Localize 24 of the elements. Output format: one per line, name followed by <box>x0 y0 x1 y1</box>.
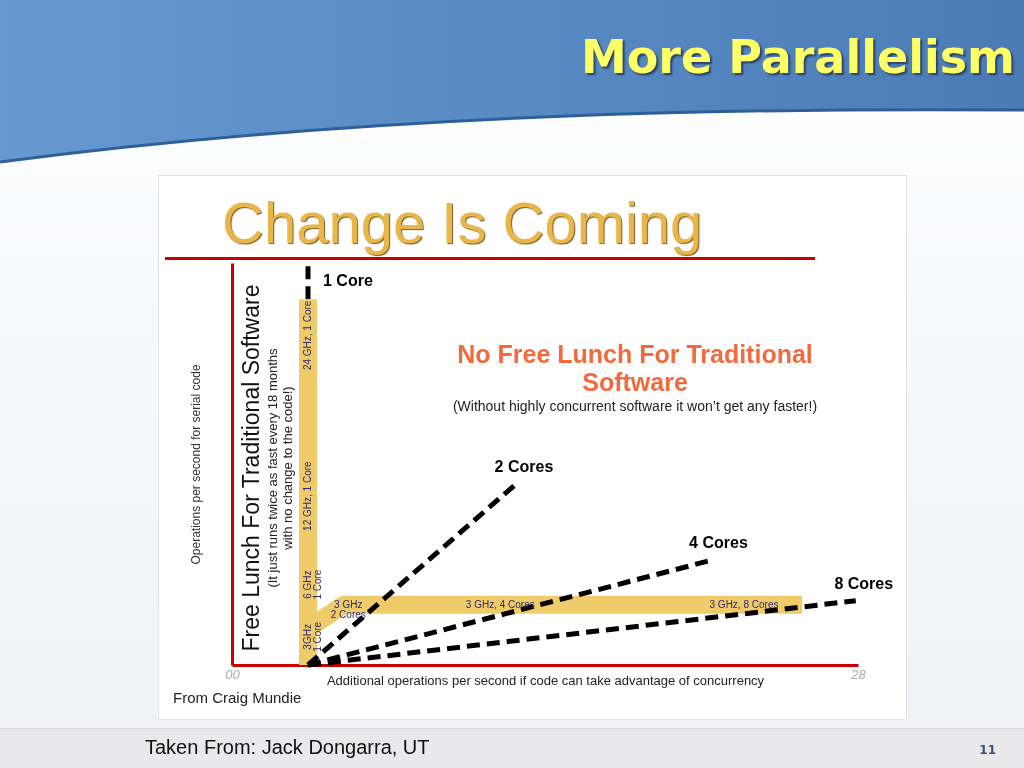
annotation: No Free Lunch For Traditional Software <box>456 340 814 396</box>
annotation: 3 GHz, 4 Cores <box>465 598 535 610</box>
text: Taken From: Jack Dongarra, UT <box>145 736 430 759</box>
annotation: (It just runs twice as fast every 18 months with no change to the code!) <box>265 347 295 590</box>
text: 11 <box>979 743 996 757</box>
series-label: 4 Cores <box>689 534 748 552</box>
chart-subtitle: Change Is Coming <box>222 190 703 256</box>
annotation: 24 GHz, 1 Core <box>302 300 314 371</box>
chart-title: More Parallelism <box>580 30 1015 84</box>
series-label: 1 Core <box>323 272 373 289</box>
annotation: 3 GHz 2 Cores <box>330 598 366 620</box>
x-tick-label: 00 <box>225 666 241 682</box>
annotation: 12 GHz, 1 Core <box>302 460 314 531</box>
series-label: 8 Cores <box>834 574 894 592</box>
x-axis-title: Additional operations per second if code can take advantage of concurrency <box>326 672 765 688</box>
x-tick-label: 28 <box>850 666 867 682</box>
annotation: Free Lunch For Traditional Software <box>237 284 265 652</box>
annotation: 3GHz 1 Core <box>302 621 324 652</box>
annotation: 3 GHz, 8 Cores <box>709 598 779 610</box>
y-axis-title: Operations per second for serial code <box>188 364 203 565</box>
text: From Craig Mundie <box>173 689 302 706</box>
annotation: (Without highly concurrent software it won’t get any faster!) <box>451 398 819 414</box>
series-label: 2 Cores <box>494 458 554 476</box>
annotation: 6 GHz 1 Core <box>302 569 324 600</box>
